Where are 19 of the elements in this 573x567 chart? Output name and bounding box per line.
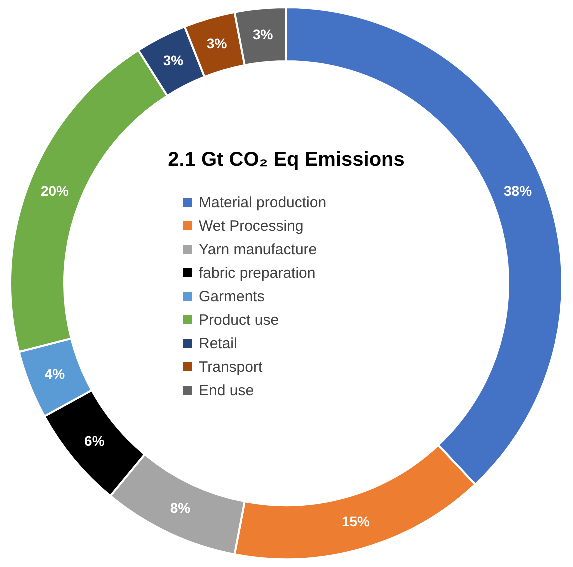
- text: 2.1 Gt CO₂ Eq Emissions: [168, 149, 405, 171]
- legend-label: Wet Processing: [199, 218, 304, 235]
- data-label: 3%: [206, 35, 228, 52]
- legend-label: Product use: [199, 312, 280, 329]
- data-label: 6%: [84, 433, 106, 450]
- legend-label: End use: [199, 382, 254, 400]
- data-label: 3%: [163, 52, 184, 69]
- data-label: 4%: [44, 366, 66, 382]
- legend-label: Material production: [199, 194, 327, 212]
- data-label: 38%: [504, 182, 533, 199]
- legend-label: Transport: [199, 359, 264, 376]
- legend-label: Retail: [199, 336, 238, 352]
- data-label: 20%: [40, 182, 70, 199]
- legend-label: Garments: [199, 288, 265, 306]
- data-label: 8%: [170, 500, 192, 516]
- data-label: 15%: [342, 514, 371, 530]
- data-label: 3%: [252, 26, 274, 43]
- legend-label: fabric preparation: [199, 265, 316, 282]
- legend-label: Yarn manufacture: [199, 242, 318, 258]
